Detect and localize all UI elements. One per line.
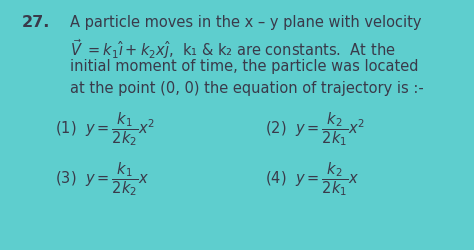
- Text: at the point (0, 0) the equation of trajectory is :-: at the point (0, 0) the equation of traj…: [70, 81, 424, 96]
- Text: $(4)\ \ y = \dfrac{k_2}{2k_1}x$: $(4)\ \ y = \dfrac{k_2}{2k_1}x$: [265, 160, 359, 198]
- Text: 27.: 27.: [22, 15, 50, 30]
- Text: A particle moves in the x – y plane with velocity: A particle moves in the x – y plane with…: [70, 15, 421, 30]
- Text: $\vec{V}$ $= k_1\hat{\imath} + k_2x\hat{\jmath}$,  k₁ & k₂ are constants.  At th: $\vec{V}$ $= k_1\hat{\imath} + k_2x\hat{…: [70, 37, 396, 61]
- Text: $(2)\ \ y = \dfrac{k_2}{2k_1}x^2$: $(2)\ \ y = \dfrac{k_2}{2k_1}x^2$: [265, 110, 365, 148]
- Text: $(1)\ \ y = \dfrac{k_1}{2k_2}x^2$: $(1)\ \ y = \dfrac{k_1}{2k_2}x^2$: [55, 110, 155, 148]
- Text: initial moment of time, the particle was located: initial moment of time, the particle was…: [70, 59, 419, 74]
- Text: $(3)\ \ y = \dfrac{k_1}{2k_2}x$: $(3)\ \ y = \dfrac{k_1}{2k_2}x$: [55, 160, 149, 198]
